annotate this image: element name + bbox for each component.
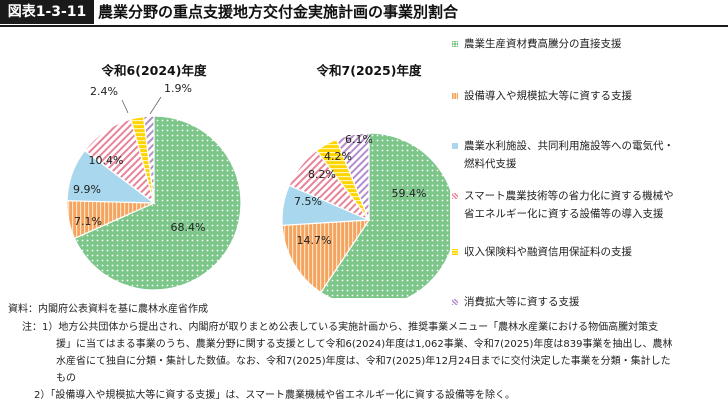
legend-swatch	[452, 143, 458, 149]
data-label-utility-support: 7.5%	[294, 195, 322, 208]
pie-slice-consumption-support	[142, 115, 155, 204]
data-label-consumption-support: 6.1%	[345, 133, 373, 146]
data-label-insurance-support: 2.4%	[90, 85, 118, 98]
data-label-equipment-support: 7.1%	[74, 215, 102, 228]
figure-title: 農業分野の重点支援地方交付金実施計画の事業別割合	[98, 3, 459, 21]
footnote-line: 援」に当てはまる事業のうち、農業分野に関する支援として令和6(2024)年度は1…	[56, 339, 673, 350]
data-label-consumption-support: 1.9%	[164, 82, 192, 95]
pie-slice-direct-support	[73, 115, 242, 291]
source-note: 資料：内閣府公表資料を基に農林水産省作成	[8, 304, 208, 315]
data-label-direct-support: 59.4%	[392, 187, 427, 200]
footnote-line: 2）「設備導入や規模拡大等に資する支援」は、スマート農業機械や省エネルギー化に資…	[34, 390, 516, 401]
legend-swatch	[452, 249, 458, 255]
footnote-line: 水産省にて独自に分類・集計した数値。なお、令和7(2025)年度は、令和7(20…	[56, 356, 671, 367]
pie-slice-equipment-support	[281, 219, 371, 294]
legend-swatch	[452, 193, 458, 199]
figure-header: 図表1-3-11 農業分野の重点支援地方交付金実施計画の事業別割合	[0, 0, 728, 27]
data-label-equipment-support: 14.7%	[297, 234, 332, 247]
data-label-insurance-support: 4.2%	[324, 150, 352, 163]
header-divider	[0, 25, 728, 27]
pie-slice-direct-support	[319, 132, 450, 298]
data-label-utility-support: 9.9%	[73, 183, 101, 196]
legend-label: スマート農業技術等の省力化に資する機械や 省エネルギー化に資する設備等の導入支援	[464, 190, 674, 220]
pie-title: 令和6(2024)年度	[101, 63, 207, 78]
footnote-line: 注：1）地方公共団体から提出され、内閣府が取りまとめ公表している実施計画から、推…	[22, 322, 659, 333]
pie-slice-consumption-support	[335, 132, 370, 221]
leader-line	[121, 99, 129, 114]
pie-title: 令和7(2025)年度	[316, 63, 422, 78]
legend-label: 農業生産資材費高騰分の直接支援	[464, 38, 622, 50]
legend-label: 収入保険料や融資信用保証料の支援	[464, 246, 632, 258]
leader-line	[149, 96, 162, 115]
figure-number: 図表1-3-11	[0, 0, 94, 24]
legend-swatch	[452, 299, 458, 305]
data-label-smart-farming-support: 8.2%	[308, 168, 336, 181]
pie-chart-1: 令和6(2024)年度 68.4% 7.1% 9.9% 10.4% 2.4% 1.9%	[66, 63, 242, 291]
legend-swatch	[452, 93, 458, 99]
data-label-smart-farming-support: 10.4%	[89, 154, 124, 167]
footnote-line: もの	[56, 373, 76, 384]
legend-label: 農業水利施設、共同利用施設等への電気代・ 燃料代支援	[464, 140, 674, 170]
legend-label: 設備導入や規模拡大等に資する支援	[464, 90, 632, 102]
pie-charts: 令和6(2024)年度 68.4% 7.1% 9.9% 10.4% 2.4% 1.9% 令和7…	[66, 63, 450, 298]
data-label-direct-support: 68.4%	[171, 221, 206, 234]
pie-chart-2: 令和7(2025)年度 59.4% 14.7% 7.5% 8.2% 4.2% 6.1%	[281, 63, 450, 298]
legend-label: 消費拡大等に資する支援	[464, 296, 580, 308]
legend-swatch	[452, 41, 458, 47]
